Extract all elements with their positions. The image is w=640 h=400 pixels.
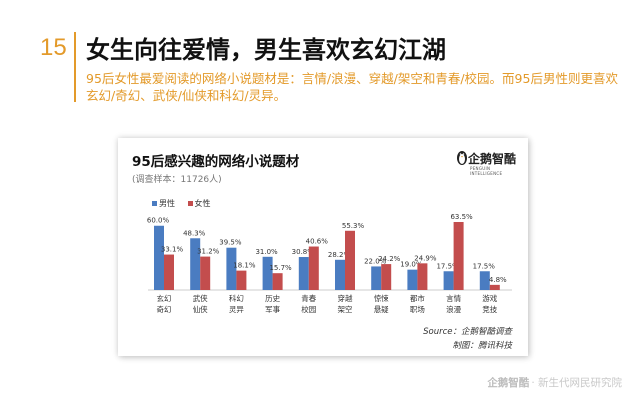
category-label-6-1: 悬疑 <box>374 304 389 314</box>
chart-legend: 男性 女性 <box>152 198 221 209</box>
category-label-4-1: 校园 <box>301 304 316 314</box>
bar-male-4 <box>298 257 309 290</box>
category-label-4-0: 青春 <box>301 293 316 303</box>
bar-male-5 <box>335 259 345 290</box>
legend-swatch-male <box>152 201 157 206</box>
category-label-0-1: 奇幻 <box>157 304 172 314</box>
bar-female-3 <box>272 273 283 290</box>
category-label-2-1: 灵异 <box>229 305 244 314</box>
bar-female-8 <box>453 222 464 290</box>
bar-female-9 <box>489 284 500 290</box>
legend-item-male: 男性 <box>152 198 175 209</box>
data-label-female-5: 55.3% <box>342 222 365 230</box>
bar-male-6 <box>371 266 382 290</box>
bar-male-0 <box>154 225 164 290</box>
bar-male-2 <box>226 247 237 290</box>
data-label-male-6: 22.0% <box>364 257 387 265</box>
category-label-5-1: 架空 <box>338 304 353 314</box>
category-label-0-0: 玄幻 <box>157 293 172 303</box>
category-label-1-1: 仙侠 <box>193 304 208 314</box>
data-label-female-8: 63.5% <box>450 213 473 221</box>
logo-text: 企鹅智酷 <box>468 152 517 166</box>
legend-item-female: 女性 <box>187 198 211 209</box>
category-label-2-0: 科幻 <box>229 293 244 303</box>
data-label-male-3: 31.0% <box>255 248 278 256</box>
data-label-male-2: 39.5% <box>219 239 242 247</box>
category-label-6-0: 惊悚 <box>374 293 389 303</box>
bar-female-1 <box>200 256 211 290</box>
bar-male-8 <box>443 271 454 290</box>
logo-subtext: PENGUIN INTELLIGENCE <box>470 166 503 176</box>
category-label-3-1: 军事 <box>265 304 280 314</box>
category-label-8-1: 浪漫 <box>446 304 461 314</box>
penguin-icon <box>457 151 467 165</box>
footer: 企鹅智酷 · 新生代网民研究院 <box>487 375 622 390</box>
bar-male-3 <box>262 256 273 290</box>
source-text: Source：企鹅智酷调查 <box>423 327 512 337</box>
sample-note: (调查样本：11726人) <box>132 175 222 185</box>
data-label-female-6: 24.2% <box>378 255 401 263</box>
category-label-3-0: 历史 <box>265 293 280 303</box>
data-label-male-9: 17.5% <box>473 262 496 270</box>
title-divider <box>74 32 76 102</box>
data-label-female-2: 18.1% <box>233 262 256 270</box>
bar-male-9 <box>479 271 490 290</box>
slide-title: 女生向往爱情，男生喜欢玄幻江湖 <box>86 36 446 64</box>
category-label-9-0: 游戏 <box>482 293 497 303</box>
bar-male-1 <box>190 238 201 290</box>
category-label-7-0: 都市 <box>410 293 425 303</box>
bar-female-5 <box>345 230 355 290</box>
footer-brand: 企鹅智酷 <box>487 377 530 389</box>
data-label-male-0: 60.0% <box>147 217 170 225</box>
bar-male-7 <box>407 269 418 290</box>
slide-number: 15 <box>40 34 67 61</box>
bar-female-0 <box>164 254 174 290</box>
bar-female-4 <box>308 246 319 290</box>
data-label-female-7: 24.9% <box>414 254 437 262</box>
data-label-female-3: 15.7% <box>269 264 292 272</box>
bar-female-2 <box>236 270 247 290</box>
data-label-male-1: 48.3% <box>183 229 206 237</box>
maker-text: 制图：腾讯科技 <box>452 341 512 351</box>
footer-tagline: · 新生代网民研究院 <box>531 377 622 389</box>
bar-female-6 <box>381 264 392 290</box>
data-label-female-4: 40.6% <box>306 238 329 246</box>
bar-female-7 <box>417 263 428 290</box>
penguin-logo: 企鹅智酷 PENGUIN INTELLIGENCE <box>456 146 520 178</box>
data-label-female-1: 31.2% <box>197 248 220 256</box>
legend-swatch-female <box>187 201 193 206</box>
legend-label-male: 男性 <box>159 199 175 208</box>
category-label-8-0: 言情 <box>446 293 461 303</box>
data-label-female-0: 33.1% <box>161 246 184 254</box>
data-label-male-4: 30.8% <box>292 248 315 256</box>
category-label-7-1: 职场 <box>410 305 425 314</box>
data-label-male-7: 19.0% <box>400 261 423 269</box>
chart-card: 95后感兴趣的网络小说题材 (调查样本：11726人) 企鹅智酷 PENGUIN… <box>118 138 528 356</box>
data-label-male-5: 28.2% <box>328 251 351 259</box>
data-label-male-8: 17.5% <box>436 262 459 270</box>
category-label-9-1: 竞技 <box>482 304 497 314</box>
chart-title: 95后感兴趣的网络小说题材 <box>132 154 300 170</box>
data-label-female-9: 4.8% <box>489 276 507 284</box>
category-label-1-0: 武侠 <box>193 293 208 303</box>
slide-subtitle: 95后女性最爱阅读的网络小说题材是：言情/浪漫、穿越/架空和青春/校园。而95后… <box>86 71 618 103</box>
legend-label-female: 女性 <box>194 199 211 208</box>
category-label-5-0: 穿越 <box>338 293 353 303</box>
